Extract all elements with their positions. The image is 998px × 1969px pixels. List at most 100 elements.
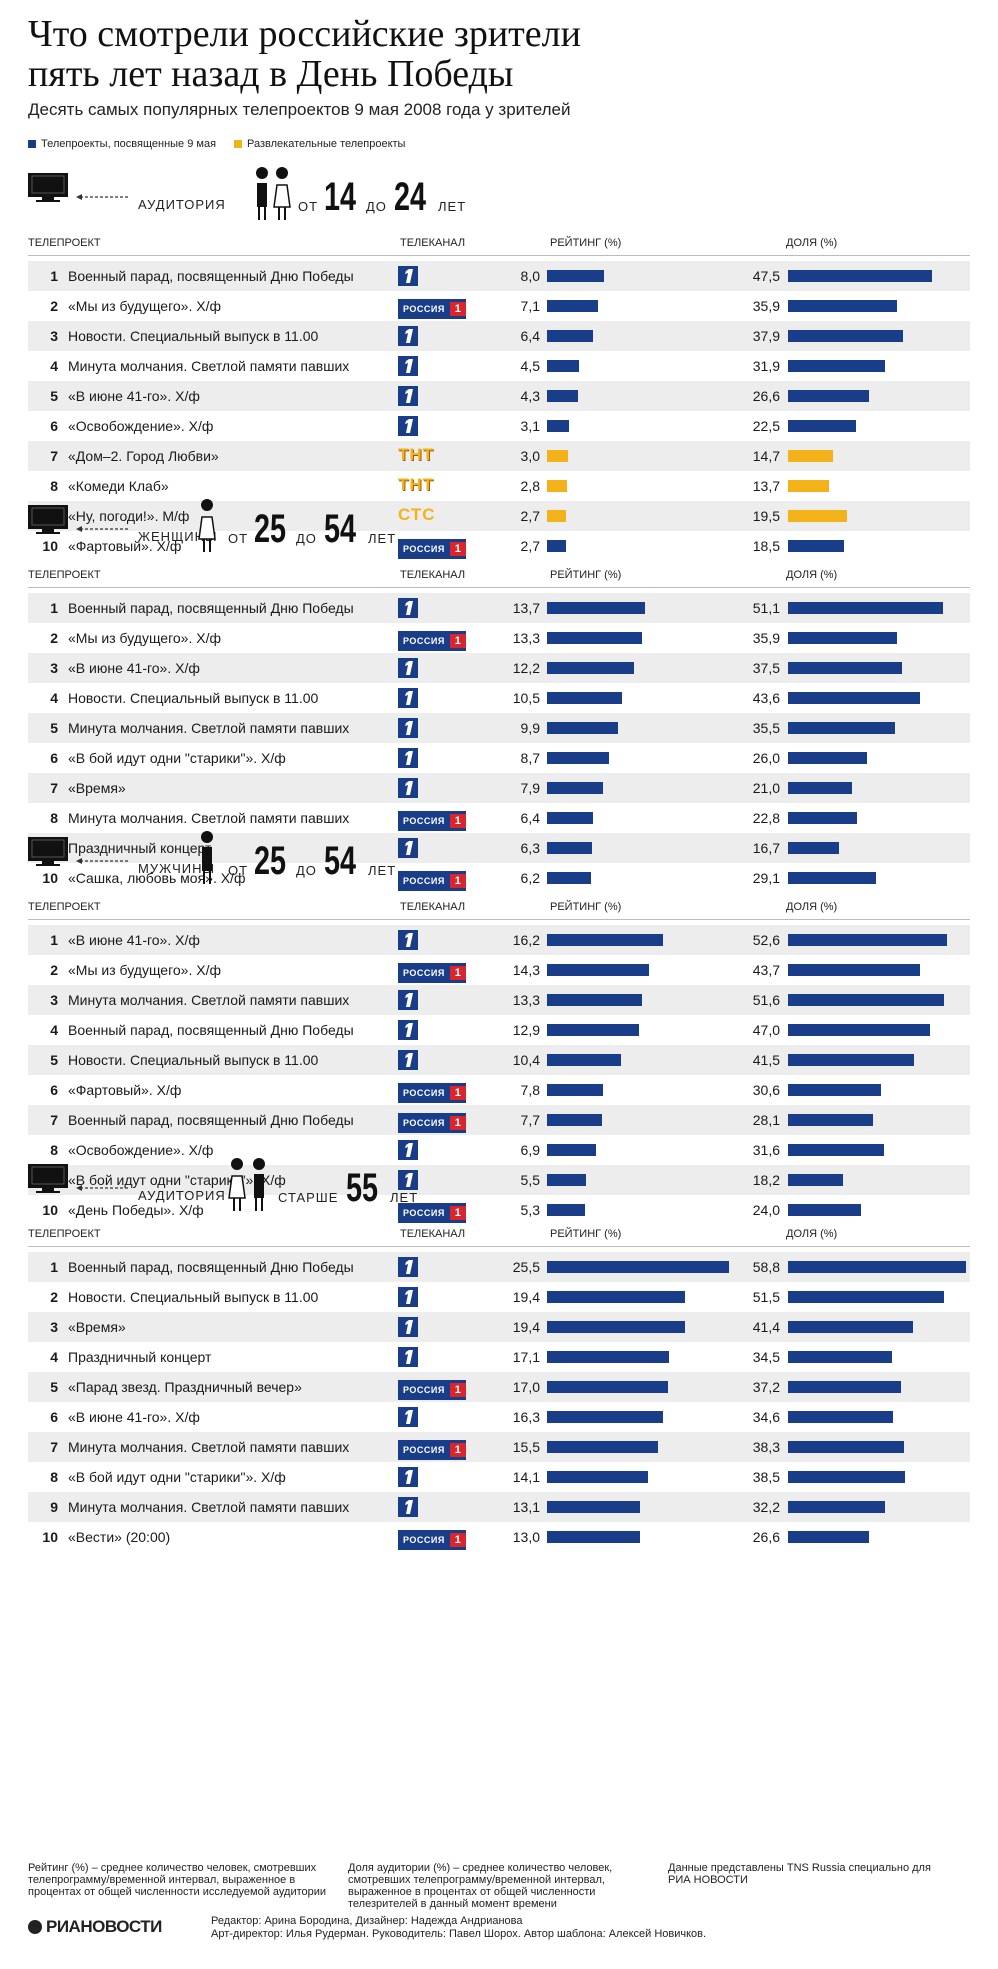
table-rows: 1 Военный парад, посвященный Дню Победы 25… [28, 1252, 970, 1552]
rating-bar [547, 692, 622, 704]
program-name: «В июне 41-го». Х/ф [68, 1409, 200, 1425]
row-rank: 10 [42, 1529, 58, 1545]
table-row: 2 «Мы из будущего». Х/ф РОССИЯ 1 7,1 35,9 [28, 291, 970, 321]
table-row: 3 Минута молчания. Светлой памяти павших 1… [28, 985, 970, 1015]
program-name: Военный парад, посвященный Дню Победы [68, 1259, 354, 1275]
age-unit: ЛЕТ [368, 863, 397, 878]
row-rank: 2 [50, 962, 58, 978]
row-rank: 5 [50, 388, 58, 404]
share-value-label: 52,6 [752, 932, 780, 948]
share-value-label: 51,6 [752, 992, 780, 1008]
table-row: 4 Новости. Специальный выпуск в 11.00 10,5… [28, 683, 970, 713]
rating-value-label: 13,3 [512, 992, 540, 1008]
share-value-label: 51,1 [752, 600, 780, 616]
share-definition: Доля аудитории (%) – среднее количество … [348, 1862, 613, 1910]
rating-bar [547, 390, 578, 402]
audience-header: МУЖЧИНЫ ОТ 25 ДО 54 ЛЕТ [28, 829, 970, 889]
rating-bar [547, 1351, 670, 1363]
column-header-share: ДОЛЯ (%) [786, 569, 838, 581]
rating-value-label: 6,4 [520, 810, 540, 826]
table-rows: 1 Военный парад, посвященный Дню Победы 8,… [28, 261, 970, 561]
russia1-logo-number: 1 [450, 1116, 466, 1130]
legend-label-entertainment: Развлекательные телепроекты [247, 138, 406, 150]
share-bar [788, 1144, 884, 1156]
rating-value-label: 17,1 [512, 1349, 540, 1365]
russia1-logo-number: 1 [450, 542, 466, 556]
tnt-icon: ТНТ [398, 475, 435, 494]
share-bar [788, 1024, 931, 1036]
share-bar [788, 782, 852, 794]
program-name: «Сашка, любовь моя». Х/ф [68, 870, 246, 886]
rating-value-label: 12,2 [512, 660, 540, 676]
table-row: 6 «Фартовый». Х/ф РОССИЯ 1 7,8 30,6 [28, 1075, 970, 1105]
share-bar [788, 1471, 905, 1483]
title-line-2: пять лет назад в День Победы [28, 53, 514, 95]
program-name: Минута молчания. Светлой памяти павших [68, 1499, 350, 1515]
rating-bar [547, 1441, 658, 1453]
share-bar [788, 300, 897, 312]
russia1-icon: РОССИЯ 1 [398, 299, 466, 319]
share-value-label: 14,7 [752, 448, 780, 464]
row-rank: 7 [50, 780, 58, 796]
program-name: «В бой идут одни "старики"». Х/ф [68, 1469, 286, 1485]
table-row: 1 Военный парад, посвященный Дню Победы 13… [28, 593, 970, 623]
rating-bar [547, 330, 593, 342]
share-bar [788, 270, 932, 282]
share-bar [788, 1054, 914, 1066]
audience-label: МУЖЧИНЫ [138, 861, 215, 876]
program-name: Минута молчания. Светлой памяти павших [68, 992, 350, 1008]
rating-value-label: 13,0 [512, 1529, 540, 1545]
russia1-logo-number: 1 [450, 1443, 466, 1457]
rating-bar [547, 1321, 686, 1333]
russia1-logo-text: РОССИЯ [403, 816, 445, 826]
row-rank: 2 [50, 630, 58, 646]
rating-bar [547, 540, 567, 552]
arrow-left-icon [76, 1178, 130, 1191]
ria-logo-dot-icon [28, 1920, 42, 1934]
column-header-rating: РЕЙТИНГ (%) [550, 237, 622, 249]
program-name: «Вести» (20:00) [68, 1529, 171, 1545]
column-header: ТЕЛЕПРОЕКТ ТЕЛЕКАНАЛ РЕЙТИНГ (%) ДОЛЯ (%) [28, 1222, 970, 1247]
row-rank: 6 [50, 1409, 58, 1425]
table-row: 5 Минута молчания. Светлой памяти павших 9… [28, 713, 970, 743]
rating-bar [547, 1054, 622, 1066]
share-value-label: 26,6 [752, 388, 780, 404]
rating-value-label: 7,9 [520, 780, 540, 796]
rating-value-label: 9,9 [520, 720, 540, 736]
table-rows: 1 «В июне 41-го». Х/ф 16,2 52,6 2 «Мы из буду… [28, 925, 970, 1225]
rating-bar [547, 1084, 603, 1096]
row-rank: 1 [50, 268, 58, 284]
age-from-word: СТАРШЕ [278, 1190, 339, 1205]
rating-value-label: 6,4 [520, 328, 540, 344]
rating-value-label: 13,7 [512, 600, 540, 616]
first-channel-icon [398, 266, 418, 286]
first-channel-icon [398, 1050, 418, 1070]
share-bar [788, 934, 948, 946]
rating-bar [547, 300, 598, 312]
credits-line-1: Редактор: Арина Бородина, Дизайнер: Наде… [211, 1915, 523, 1927]
rating-bar [547, 1204, 585, 1216]
tv-icon [28, 173, 68, 203]
share-value-label: 19,5 [752, 508, 780, 524]
page-title: Что смотрели российские зрители пять лет… [28, 14, 978, 94]
russia1-logo-number: 1 [450, 1533, 466, 1547]
table-row: 3 «В июне 41-го». Х/ф 12,2 37,5 [28, 653, 970, 683]
share-bar [788, 420, 857, 432]
share-value-label: 34,6 [752, 1409, 780, 1425]
program-name: Военный парад, посвященный Дню Победы [68, 1022, 354, 1038]
rating-bar [547, 632, 642, 644]
share-bar [788, 842, 839, 854]
row-rank: 5 [50, 720, 58, 736]
russia1-icon: РОССИЯ 1 [398, 1083, 466, 1103]
share-bar [788, 602, 943, 614]
share-bar [788, 1411, 893, 1423]
audience-label: АУДИТОРИЯ [138, 1188, 226, 1203]
share-bar [788, 540, 844, 552]
rating-bar [547, 480, 567, 492]
share-value-label: 22,5 [752, 418, 780, 434]
row-rank: 10 [42, 538, 58, 554]
share-bar [788, 1531, 869, 1543]
table-row: 2 «Мы из будущего». Х/ф РОССИЯ 1 14,3 43,7 [28, 955, 970, 985]
first-channel-icon [398, 990, 418, 1010]
